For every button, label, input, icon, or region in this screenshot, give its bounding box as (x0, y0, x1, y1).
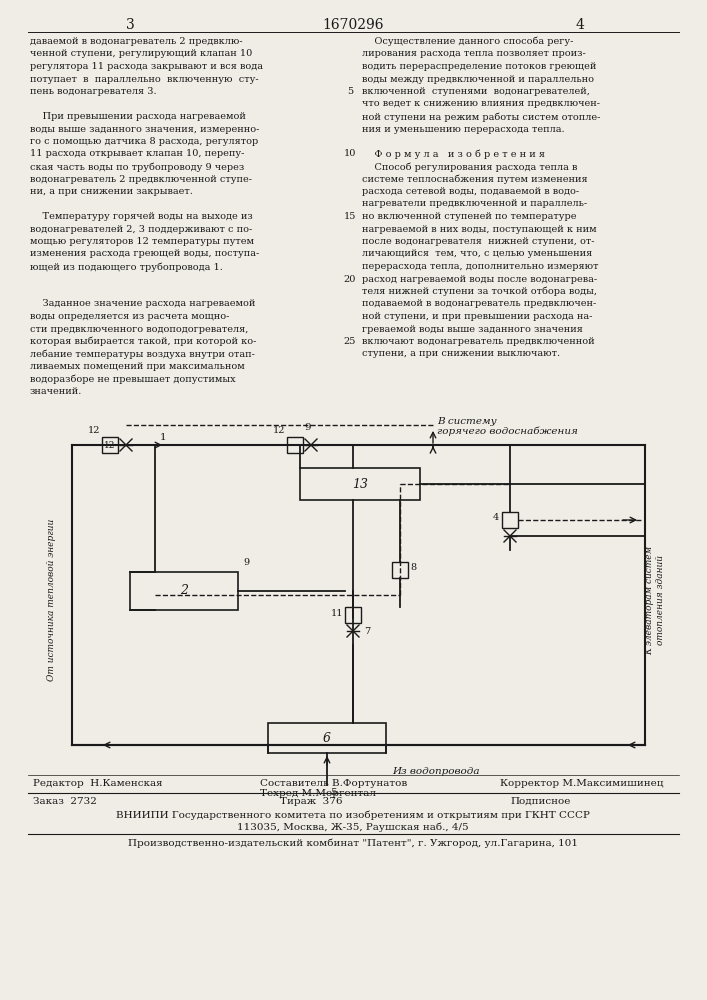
Text: 9: 9 (305, 423, 311, 432)
Bar (268, 723, 386, 753)
Text: ченной ступени, регулирующий клапан 10: ченной ступени, регулирующий клапан 10 (30, 49, 252, 58)
Text: Осуществление данного способа регу-: Осуществление данного способа регу- (362, 37, 573, 46)
Text: пень водонагревателя 3.: пень водонагревателя 3. (30, 87, 157, 96)
Text: ной ступени на режим работы систем отопле-: ной ступени на режим работы систем отопл… (362, 112, 600, 121)
Text: подаваемой в водонагреватель предвключен-: подаваемой в водонагреватель предвключен… (362, 300, 596, 308)
Text: потупает  в  параллельно  включенную  сту-: потупает в параллельно включенную сту- (30, 75, 259, 84)
Text: которая выбирается такой, при которой ко-: которая выбирается такой, при которой ко… (30, 337, 257, 347)
Text: 4: 4 (575, 18, 585, 32)
Bar (392, 562, 408, 578)
Text: 1670296: 1670296 (322, 18, 384, 32)
Text: включают водонагреватель предвключенной: включают водонагреватель предвключенной (362, 337, 595, 346)
Bar (130, 572, 238, 610)
Text: 10: 10 (344, 149, 356, 158)
Text: 8: 8 (410, 564, 416, 572)
Text: 113035, Москва, Ж-35, Раушская наб., 4/5: 113035, Москва, Ж-35, Раушская наб., 4/5 (237, 822, 469, 832)
Text: водить перераспределение потоков греющей: водить перераспределение потоков греющей (362, 62, 597, 71)
Text: ния и уменьшению перерасхода тепла.: ния и уменьшению перерасхода тепла. (362, 124, 565, 133)
Text: воды выше заданного значения, измеренно-: воды выше заданного значения, измеренно- (30, 124, 259, 133)
Text: включенной  ступенями  водонагревателей,: включенной ступенями водонагревателей, (362, 87, 590, 96)
Text: 15: 15 (344, 212, 356, 221)
Bar (102, 437, 118, 453)
Text: 1: 1 (160, 433, 167, 442)
Text: ной ступени, и при превышении расхода на-: ной ступени, и при превышении расхода на… (362, 312, 592, 321)
Text: От источника тепловой энергии: От источника тепловой энергии (47, 519, 57, 681)
Text: значений.: значений. (30, 387, 83, 396)
Text: Заданное значение расхода нагреваемой: Заданное значение расхода нагреваемой (30, 300, 255, 308)
Bar (502, 512, 518, 528)
Text: ступени, а при снижении выключают.: ступени, а при снижении выключают. (362, 350, 560, 359)
Bar (300, 468, 420, 500)
Text: При превышении расхода нагреваемой: При превышении расхода нагреваемой (30, 112, 246, 121)
Text: ливаемых помещений при максимальном: ливаемых помещений при максимальном (30, 362, 245, 371)
Text: нагреватели предвключенной и параллель-: нагреватели предвключенной и параллель- (362, 200, 587, 209)
Text: го с помощью датчика 8 расхода, регулятор: го с помощью датчика 8 расхода, регулято… (30, 137, 258, 146)
Text: В систему: В систему (437, 417, 496, 426)
Text: греваемой воды выше заданного значения: греваемой воды выше заданного значения (362, 324, 583, 334)
Text: изменения расхода греющей воды, поступа-: изменения расхода греющей воды, поступа- (30, 249, 259, 258)
Text: Температуру горячей воды на выходе из: Температуру горячей воды на выходе из (30, 212, 252, 221)
Text: водоразборе не превышает допустимых: водоразборе не превышает допустимых (30, 374, 235, 384)
Text: расхода сетевой воды, подаваемой в водо-: расхода сетевой воды, подаваемой в водо- (362, 187, 579, 196)
Text: 7: 7 (364, 626, 370, 636)
Text: К элеваторам систем
отопления зданий: К элеваторам систем отопления зданий (645, 545, 665, 655)
Text: ющей из подающего трубопровода 1.: ющей из подающего трубопровода 1. (30, 262, 223, 271)
Text: Техред М.Моргентал: Техред М.Моргентал (260, 789, 376, 798)
Text: расход нагреваемой воды после водонагрева-: расход нагреваемой воды после водонагрев… (362, 274, 597, 284)
Text: Способ регулирования расхода тепла в: Способ регулирования расхода тепла в (362, 162, 578, 172)
Text: 11 расхода открывает клапан 10, перепу-: 11 расхода открывает клапан 10, перепу- (30, 149, 245, 158)
Text: что ведет к снижению влияния предвключен-: что ведет к снижению влияния предвключен… (362, 100, 600, 108)
Text: Редактор  Н.Каменская: Редактор Н.Каменская (33, 779, 163, 788)
Text: 11: 11 (330, 608, 343, 617)
Bar (345, 607, 361, 623)
Text: Тираж  376: Тираж 376 (280, 797, 342, 806)
Text: Подписное: Подписное (510, 797, 571, 806)
Text: воды определяется из расчета мощно-: воды определяется из расчета мощно- (30, 312, 229, 321)
Text: 20: 20 (344, 274, 356, 284)
Text: Ф о р м у л а   и з о б р е т е н и я: Ф о р м у л а и з о б р е т е н и я (362, 149, 545, 159)
Text: 5: 5 (330, 788, 337, 797)
Text: ВНИИПИ Государственного комитета по изобретениям и открытиям при ГКНТ СССР: ВНИИПИ Государственного комитета по изоб… (116, 810, 590, 820)
Text: после водонагревателя  нижней ступени, от-: после водонагревателя нижней ступени, от… (362, 237, 595, 246)
Text: воды между предвключенной и параллельно: воды между предвключенной и параллельно (362, 75, 594, 84)
Text: водонагреватель 2 предвключенной ступе-: водонагреватель 2 предвключенной ступе- (30, 174, 252, 184)
Text: 12: 12 (88, 426, 100, 435)
Text: нагреваемой в них воды, поступающей к ним: нагреваемой в них воды, поступающей к ни… (362, 225, 597, 233)
Text: 9: 9 (243, 558, 249, 567)
Text: Производственно-издательский комбинат "Патент", г. Ужгород, ул.Гагарина, 101: Производственно-издательский комбинат "П… (128, 838, 578, 848)
Text: Составитель В.Фортунатов: Составитель В.Фортунатов (260, 779, 407, 788)
Text: 25: 25 (344, 337, 356, 346)
Text: ская часть воды по трубопроводу 9 через: ская часть воды по трубопроводу 9 через (30, 162, 244, 172)
Text: регулятора 11 расхода закрывают и вся вода: регулятора 11 расхода закрывают и вся во… (30, 62, 263, 71)
Text: водонагревателей 2, 3 поддерживают с по-: водонагревателей 2, 3 поддерживают с по- (30, 225, 252, 233)
Text: сти предвключенного водоподогревателя,: сти предвключенного водоподогревателя, (30, 324, 248, 334)
Text: горячего водоснабжения: горячего водоснабжения (437, 426, 578, 436)
Text: но включенной ступеней по температуре: но включенной ступеней по температуре (362, 212, 576, 221)
Text: личающийся  тем, что, с целью уменьшения: личающийся тем, что, с целью уменьшения (362, 249, 592, 258)
Text: 6: 6 (323, 732, 331, 744)
Text: Корректор М.Максимишинец: Корректор М.Максимишинец (500, 779, 663, 788)
Text: 4: 4 (493, 514, 499, 522)
Text: лебание температуры воздуха внутри отап-: лебание температуры воздуха внутри отап- (30, 350, 255, 359)
Text: 12: 12 (105, 440, 116, 450)
Text: 5: 5 (347, 87, 353, 96)
Text: ни, а при снижении закрывает.: ни, а при снижении закрывает. (30, 187, 193, 196)
Text: лирования расхода тепла позволяет произ-: лирования расхода тепла позволяет произ- (362, 49, 586, 58)
Text: теля нижней ступени за точкой отбора воды,: теля нижней ступени за точкой отбора вод… (362, 287, 597, 296)
Text: системе теплоснабжения путем изменения: системе теплоснабжения путем изменения (362, 174, 588, 184)
Text: даваемой в водонагреватель 2 предвклю-: даваемой в водонагреватель 2 предвклю- (30, 37, 243, 46)
Text: перерасхода тепла, дополнительно измеряют: перерасхода тепла, дополнительно измеряю… (362, 262, 599, 271)
Text: 13: 13 (352, 478, 368, 490)
Text: 12: 12 (272, 426, 285, 435)
Text: 3: 3 (126, 18, 134, 32)
Text: Заказ  2732: Заказ 2732 (33, 797, 97, 806)
Text: 2: 2 (180, 584, 188, 597)
Text: Из водопровода: Из водопровода (392, 767, 479, 776)
Bar (287, 437, 303, 453)
Text: мощью регуляторов 12 температуры путем: мощью регуляторов 12 температуры путем (30, 237, 254, 246)
